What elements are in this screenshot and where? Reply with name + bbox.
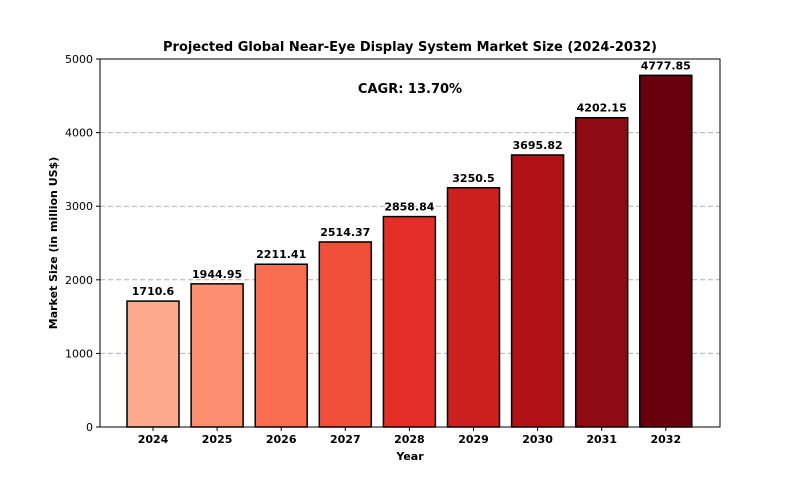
x-tick-label: 2032 (650, 433, 681, 446)
y-axis-ticks: 0 1000 2000 3000 4000 5000 (65, 53, 100, 434)
y-tick-label: 3000 (65, 200, 93, 213)
data-label: 1944.95 (192, 268, 242, 281)
bar-2030 (510, 154, 565, 428)
data-label: 3695.82 (513, 139, 563, 152)
bar-2028 (382, 215, 437, 428)
data-label: 2211.41 (256, 248, 306, 261)
x-axis-ticks: 2024 2025 2026 2027 2028 2029 2030 2031 2032 (138, 427, 681, 446)
bar-2025 (190, 283, 244, 428)
data-label: 2514.37 (320, 226, 370, 239)
y-tick-label: 1000 (65, 347, 93, 360)
y-axis-label: Market Size (in million US$) (47, 157, 60, 330)
chart-title: Projected Global Near-Eye Display System… (163, 40, 657, 55)
x-tick-label: 2030 (522, 433, 553, 446)
data-label: 4202.15 (577, 102, 627, 115)
x-axis-label: Year (395, 450, 424, 463)
x-tick-label: 2024 (138, 433, 169, 446)
data-label: 4777.85 (641, 59, 691, 72)
bar-2029 (446, 187, 501, 428)
y-tick-label: 5000 (65, 53, 93, 66)
x-tick-label: 2031 (586, 433, 617, 446)
x-tick-label: 2029 (458, 433, 489, 446)
x-tick-label: 2025 (202, 433, 233, 446)
data-label: 1710.6 (132, 285, 175, 298)
x-tick-label: 2026 (266, 433, 297, 446)
bar-2027 (318, 241, 373, 428)
data-labels: 1710.6 1944.95 2211.41 2514.37 2858.84 3250.5… (132, 59, 691, 298)
y-tick-label: 0 (86, 421, 93, 434)
x-tick-label: 2028 (394, 433, 425, 446)
bar-2024 (126, 300, 180, 428)
data-label: 2858.84 (384, 201, 434, 214)
cagr-annotation: CAGR: 13.70% (358, 82, 462, 97)
y-tick-label: 2000 (65, 274, 93, 287)
bar-2026 (254, 263, 308, 428)
data-label: 3250.5 (452, 172, 494, 185)
plot-frame (99, 58, 721, 428)
bar-2032 (639, 74, 693, 428)
bars (126, 74, 693, 428)
bar-2031 (574, 116, 629, 428)
y-tick-label: 4000 (65, 127, 93, 140)
x-tick-label: 2027 (330, 433, 361, 446)
